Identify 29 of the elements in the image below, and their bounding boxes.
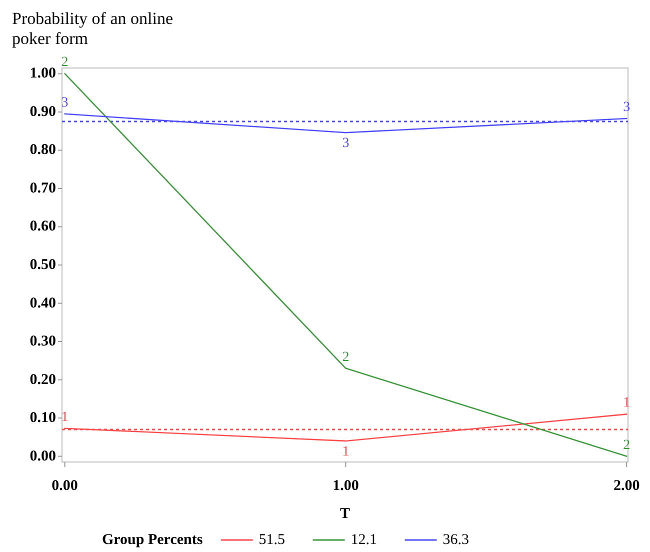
x-axis-title: T	[340, 506, 350, 522]
legend-label: 36.3	[442, 532, 470, 548]
y-tick-label: 0.60	[30, 218, 56, 235]
annotation: 3	[623, 100, 630, 115]
y-tick-label: 0.00	[30, 448, 56, 464]
legend-title: Group Percents	[102, 532, 203, 548]
annotation: 1	[342, 444, 350, 460]
y-tick-label: 0.90	[30, 104, 56, 120]
x-tick-label: 1.00	[332, 478, 359, 494]
annotation: 2	[342, 350, 350, 365]
annotation: 3	[342, 136, 350, 152]
y-axis-title: Probability of an online poker form	[12, 9, 174, 48]
annotation: 2	[61, 55, 68, 70]
y-tick-label: 0.40	[30, 295, 56, 312]
y-tick-label: 1.00	[30, 66, 56, 82]
y-tick-label: 0.80	[30, 142, 56, 158]
y-tick-label: 0.20	[30, 372, 56, 388]
annotation: 1	[623, 396, 630, 411]
x-tick-label: 0.00	[52, 478, 78, 494]
annotation: 3	[61, 95, 68, 110]
y-tick-label: 0.50	[30, 257, 56, 273]
y-tick-label: 0.30	[30, 334, 56, 350]
legend-label: 12.1	[350, 532, 378, 548]
annotation: 2	[623, 438, 630, 453]
y-tick-label: 0.10	[30, 410, 56, 426]
x-tick-label: 2.00	[613, 478, 640, 494]
legend-label: 51.5	[258, 532, 286, 548]
annotation: 1	[61, 410, 68, 425]
y-tick-label: 0.70	[30, 180, 56, 196]
